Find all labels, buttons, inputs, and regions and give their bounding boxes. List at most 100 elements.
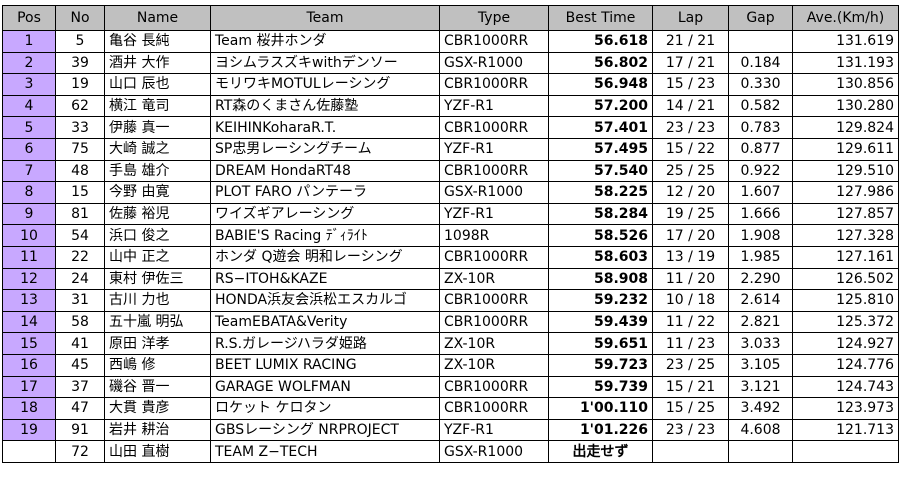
cell-team: R.S.ガレージハラダ姫路 [210,332,440,355]
table-row: 72 山田 直樹 TEAM Z−TECH GSX-R1000 出走せず [2,440,899,463]
cell-best-time: 56.802 [548,51,653,75]
cell-ave: 127.161 [792,245,899,269]
cell-type: CBR1000RR [439,30,549,53]
table-row: 2 39 酒井 大作 ヨシムラスズキwithデンソー GSX-R1000 56.802 17… [2,51,899,75]
cell-team: GARAGE WOLFMAN [210,375,440,399]
cell-lap: 15 / 22 [652,137,729,161]
cell-no: 39 [55,51,105,75]
cell-type: CBR1000RR [439,73,549,96]
table-row: 11 22 山中 正之 ホンダ Q遊会 明和レーシング CBR1000RR 58.603 1… [2,245,899,269]
cell-no: 48 [55,159,105,183]
cell-type: ZX-10R [439,267,549,291]
cell-best-time: 58.526 [548,224,653,247]
cell-ave: 125.372 [792,310,899,334]
cell-gap: 2.290 [728,267,793,291]
header-lap: Lap [652,5,729,31]
cell-pos: 11 [2,245,56,269]
cell-gap: 0.582 [728,94,793,118]
cell-pos: 15 [2,332,56,355]
cell-name: 浜口 俊之 [104,224,211,247]
cell-no: 5 [55,30,105,53]
table-row: 14 58 五十嵐 明弘 TeamEBATA&Verity CBR1000RR 59.43… [2,310,899,334]
cell-type: YZF-R1 [439,418,549,442]
header-gap: Gap [728,5,793,31]
cell-best-time: 59.739 [548,375,653,399]
cell-best-time: 58.284 [548,202,653,226]
cell-no: 24 [55,267,105,291]
cell-no: 54 [55,224,105,247]
cell-ave: 125.810 [792,289,899,312]
header-no: No [55,5,105,31]
cell-team: RT森のくまさん佐藤塾 [210,94,440,118]
cell-no: 58 [55,310,105,334]
cell-pos: 10 [2,224,56,247]
cell-best-time: 57.495 [548,137,653,161]
cell-ave [792,440,899,463]
results-body: 1 5 亀谷 長純 Team 桜井ホンダ CBR1000RR 56.618 21 / 21 1… [2,30,899,463]
table-row: 18 47 大貫 貴彦 ロケット ケロタン CBR1000RR 1'00.110 15 / … [2,397,899,420]
cell-name: 西嶋 修 [104,353,211,377]
cell-type: CBR1000RR [439,310,549,334]
cell-gap: 0.877 [728,137,793,161]
cell-gap: 0.922 [728,159,793,183]
cell-lap: 17 / 20 [652,224,729,247]
cell-name: 横江 竜司 [104,94,211,118]
cell-type: ZX-10R [439,353,549,377]
cell-ave: 124.743 [792,375,899,399]
cell-team: TeamEBATA&Verity [210,310,440,334]
cell-ave: 124.776 [792,353,899,377]
cell-lap: 11 / 22 [652,310,729,334]
cell-type: YZF-R1 [439,94,549,118]
cell-team: GBSレーシング NRPROJECT [210,418,440,442]
cell-lap: 11 / 23 [652,332,729,355]
cell-gap: 2.614 [728,289,793,312]
cell-team: TEAM Z−TECH [210,440,440,463]
cell-ave: 126.502 [792,267,899,291]
cell-team: PLOT FARO パンテーラ [210,181,440,204]
cell-lap: 17 / 21 [652,51,729,75]
table-row: 13 31 古川 力也 HONDA浜友会浜松エスカルゴ CBR1000RR 59.232 1… [2,289,899,312]
cell-name: 岩井 耕治 [104,418,211,442]
cell-team: Team 桜井ホンダ [210,30,440,53]
cell-gap: 2.821 [728,310,793,334]
cell-pos: 18 [2,397,56,420]
table-row: 5 33 伊藤 真一 KEIHINKoharaR.T. CBR1000RR 57.401 2… [2,116,899,139]
cell-name: 亀谷 長純 [104,30,211,53]
cell-lap: 10 / 18 [652,289,729,312]
cell-lap: 14 / 21 [652,94,729,118]
header-type: Type [439,5,549,31]
cell-pos: 3 [2,73,56,96]
cell-gap: 4.608 [728,418,793,442]
cell-no: 31 [55,289,105,312]
table-row: 3 19 山口 辰也 モリワキMOTULレーシング CBR1000RR 56.948 15 … [2,73,899,96]
header-best-time: Best Time [548,5,653,31]
cell-lap: 23 / 23 [652,418,729,442]
cell-type: YZF-R1 [439,202,549,226]
cell-type: CBR1000RR [439,116,549,139]
cell-best-time: 56.618 [548,30,653,53]
cell-ave: 127.857 [792,202,899,226]
cell-best-time: 57.401 [548,116,653,139]
cell-name: 原田 洋孝 [104,332,211,355]
cell-type: GSX-R1000 [439,51,549,75]
cell-name: 今野 由寛 [104,181,211,204]
cell-pos: 13 [2,289,56,312]
table-row: 19 91 岩井 耕治 GBSレーシング NRPROJECT YZF-R1 1'01.22… [2,418,899,442]
cell-name: 大貫 貴彦 [104,397,211,420]
cell-name: 山田 直樹 [104,440,211,463]
cell-gap: 0.184 [728,51,793,75]
cell-no: 22 [55,245,105,269]
cell-type: GSX-R1000 [439,181,549,204]
table-row: 6 75 大崎 誠之 SP忠男レーシングチーム YZF-R1 57.495 15 / 22 0… [2,137,899,161]
cell-ave: 130.856 [792,73,899,96]
header-ave: Ave.(Km/h) [792,5,899,31]
cell-lap [652,440,729,463]
cell-lap: 11 / 20 [652,267,729,291]
cell-best-time: 出走せず [548,440,653,463]
cell-ave: 130.280 [792,94,899,118]
cell-no: 37 [55,375,105,399]
cell-best-time: 57.200 [548,94,653,118]
cell-pos: 19 [2,418,56,442]
header-pos: Pos [2,5,56,31]
cell-gap [728,30,793,53]
